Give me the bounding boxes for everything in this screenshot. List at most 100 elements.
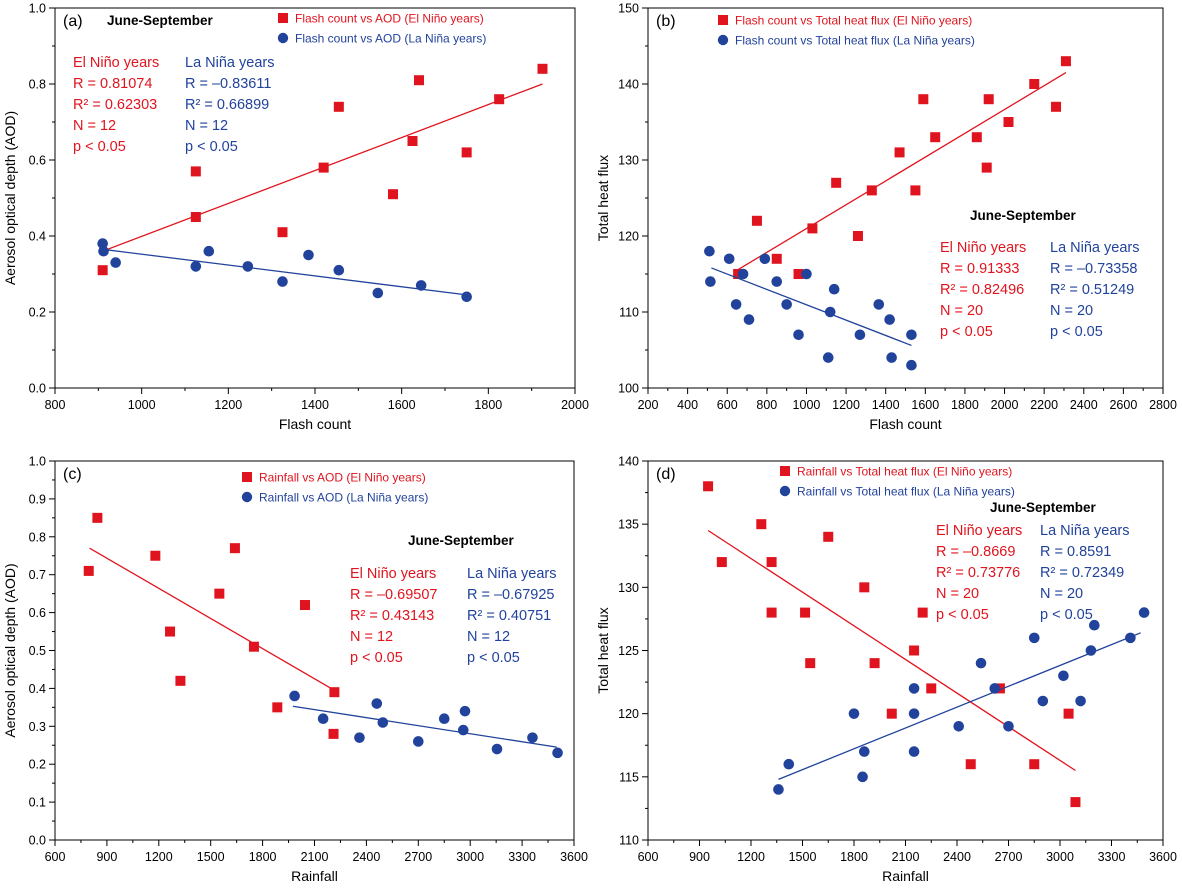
legend-entry: Rainfall vs AOD (La Niña years) <box>259 491 428 505</box>
data-point-circle <box>552 747 563 759</box>
x-tick-label: 1400 <box>301 398 329 412</box>
regression-line <box>292 705 557 748</box>
data-point-square <box>930 132 941 143</box>
stats-la-nina-line: R = 0.8591 <box>1040 544 1111 560</box>
data-point-square <box>83 565 94 576</box>
data-point-circle <box>303 249 314 261</box>
data-point-circle <box>989 683 1001 694</box>
x-tick-label: 1800 <box>249 850 277 864</box>
x-tick-label: 2800 <box>1149 398 1177 412</box>
regression-line <box>736 72 1067 271</box>
data-point-circle <box>953 721 965 732</box>
y-tick-label: 0.8 <box>29 78 46 92</box>
data-point-circle <box>110 257 121 268</box>
series-el-nino <box>703 481 1081 808</box>
x-tick-label: 800 <box>756 398 777 412</box>
data-point-square <box>333 101 344 112</box>
data-point-square <box>886 708 897 719</box>
data-point-square <box>771 253 782 264</box>
x-tick-label: 200 <box>638 398 659 412</box>
stats-la-nina-line: La Niña years <box>467 566 556 582</box>
data-point-circle <box>377 717 389 728</box>
season-label: June-September <box>970 208 1077 223</box>
data-point-square <box>414 75 424 86</box>
data-point-circle <box>1089 619 1100 631</box>
y-axis-label: Aerosol optical depth (AOD) <box>2 111 18 285</box>
data-point-square <box>150 550 161 561</box>
data-point-circle <box>723 253 735 265</box>
stats-el-nino-line: R = –0.8669 <box>936 544 1015 560</box>
series-la-nina <box>289 690 563 759</box>
data-point-square <box>537 63 548 74</box>
data-point-circle <box>908 746 920 757</box>
data-point-circle <box>371 698 383 709</box>
data-point-square <box>716 557 727 568</box>
regression-line <box>778 632 1141 780</box>
data-point-circle <box>704 245 715 257</box>
data-point-square <box>461 147 472 158</box>
data-point-circle <box>848 708 860 719</box>
data-point-circle <box>527 732 538 743</box>
data-point-square <box>388 189 398 200</box>
y-tick-label: 1.0 <box>29 2 46 16</box>
data-point-square <box>272 702 283 713</box>
data-point-circle <box>1058 670 1069 682</box>
y-axis-label: Total heat flux <box>595 607 611 693</box>
stats-el-nino-line: El Niño years <box>940 240 1026 256</box>
x-axis-label: Flash count <box>869 416 941 432</box>
data-point-square <box>248 641 259 652</box>
x-tick-label: 3000 <box>1046 850 1074 864</box>
data-point-circle <box>438 713 450 725</box>
x-tick-label: 600 <box>45 850 66 864</box>
data-point-circle <box>906 329 917 341</box>
x-tick-label: 3300 <box>508 850 536 864</box>
data-point-square <box>1063 708 1074 719</box>
x-tick-label: 3600 <box>560 850 588 864</box>
data-point-circle <box>242 261 254 272</box>
data-point-square <box>175 675 186 686</box>
x-axis-label: Rainfall <box>882 868 929 884</box>
data-point-circle <box>822 352 834 363</box>
y-tick-label: 135 <box>618 518 639 532</box>
data-point-square <box>299 600 310 611</box>
legend-entry: Rainfall vs Total heat flux (El Niño yea… <box>797 465 1012 479</box>
series-el-nino <box>83 512 340 739</box>
y-tick-label: 0.0 <box>29 834 46 848</box>
data-point-circle <box>908 683 920 694</box>
x-tick-label: 2100 <box>892 850 920 864</box>
y-tick-label: 140 <box>618 455 639 469</box>
series-el-nino <box>733 56 1071 279</box>
stats-el-nino-line: R² = 0.82496 <box>940 282 1024 298</box>
stats-el-nino-line: R = –0.69507 <box>350 587 437 603</box>
y-tick-label: 0.9 <box>29 492 46 506</box>
x-tick-label: 3600 <box>1149 850 1177 864</box>
x-tick-label: 2600 <box>1109 398 1137 412</box>
x-tick-label: 1400 <box>872 398 900 412</box>
data-point-circle <box>859 746 870 757</box>
season-label: June-September <box>990 500 1097 515</box>
data-point-circle <box>730 299 742 310</box>
y-tick-label: 140 <box>618 78 639 92</box>
stats-el-nino-line: p < 0.05 <box>350 650 403 666</box>
data-point-square <box>329 687 340 698</box>
x-tick-label: 1600 <box>388 398 416 412</box>
data-point-circle <box>705 276 716 287</box>
data-point-square <box>766 557 777 568</box>
data-point-circle <box>824 306 836 318</box>
x-tick-label: 1200 <box>737 850 765 864</box>
stats-el-nino-line: R = 0.91333 <box>940 261 1019 277</box>
data-point-circle <box>317 713 329 725</box>
data-point-square <box>965 759 976 770</box>
data-point-circle <box>773 784 784 795</box>
y-tick-label: 110 <box>619 834 639 848</box>
data-point-square <box>917 607 928 618</box>
data-point-square <box>756 519 767 530</box>
data-point-circle <box>459 705 471 717</box>
data-point-circle <box>906 359 917 371</box>
x-tick-label: 900 <box>96 850 117 864</box>
x-tick-label: 600 <box>638 850 659 864</box>
stats-el-nino-line: p < 0.05 <box>73 139 126 155</box>
data-point-circle <box>1028 632 1040 644</box>
data-point-circle <box>1037 695 1049 707</box>
data-point-circle <box>277 276 288 287</box>
